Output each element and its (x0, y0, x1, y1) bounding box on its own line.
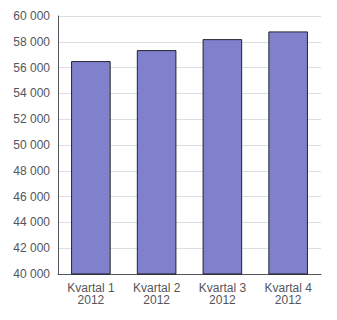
svg-text:2012: 2012 (275, 293, 302, 307)
svg-text:2012: 2012 (143, 293, 170, 307)
svg-text:Kvartal 3: Kvartal 3 (198, 281, 247, 295)
svg-text:46 000: 46 000 (13, 190, 50, 204)
svg-text:Kvartal 1: Kvartal 1 (67, 281, 115, 295)
svg-text:52 000: 52 000 (13, 112, 50, 126)
svg-text:54 000: 54 000 (13, 86, 50, 100)
svg-text:58 000: 58 000 (13, 35, 50, 49)
svg-text:40 000: 40 000 (13, 267, 50, 281)
svg-text:Kvartal 2: Kvartal 2 (132, 281, 181, 295)
svg-text:60 000: 60 000 (13, 9, 50, 23)
svg-text:42 000: 42 000 (13, 241, 50, 255)
svg-text:2012: 2012 (209, 293, 236, 307)
svg-text:48 000: 48 000 (13, 164, 50, 178)
svg-text:50 000: 50 000 (13, 138, 50, 152)
svg-text:56 000: 56 000 (13, 61, 50, 75)
svg-text:2012: 2012 (78, 293, 105, 307)
svg-text:Kvartal 4: Kvartal 4 (264, 281, 312, 295)
svg-text:44 000: 44 000 (13, 215, 50, 229)
